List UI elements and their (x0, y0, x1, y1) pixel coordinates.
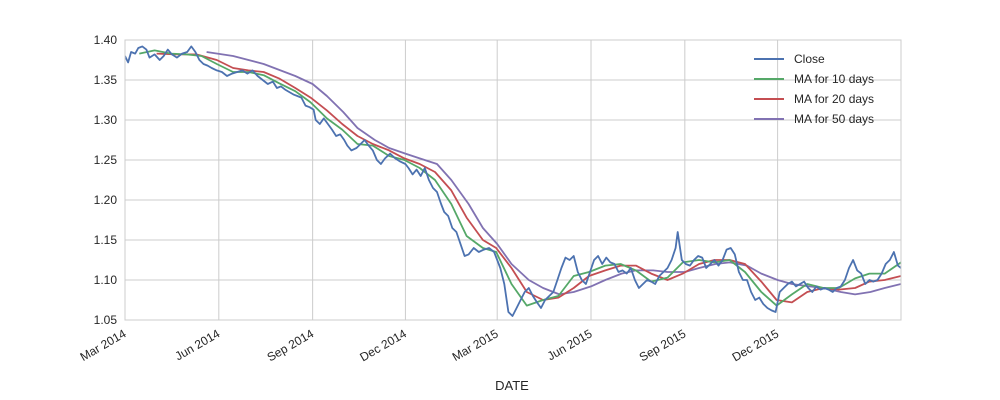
series-line-close (125, 45, 901, 317)
x-tick-label: Mar 2014 (78, 326, 129, 364)
x-tick-label: Jun 2015 (545, 326, 595, 363)
x-tick-label: Sep 2014 (265, 326, 317, 364)
y-tick-label: 1.25 (94, 153, 118, 167)
legend-label: MA for 50 days (794, 112, 874, 126)
series-line-ma-for-20-days (156, 52, 901, 304)
series-lines (125, 45, 901, 317)
x-tick-label: Dec 2015 (730, 326, 782, 364)
x-tick-label: Dec 2014 (357, 326, 409, 364)
y-tick-label: 1.30 (94, 113, 118, 127)
y-tick-label: 1.10 (94, 273, 118, 287)
x-tick-label: Sep 2015 (637, 326, 689, 364)
x-axis-title: DATE (495, 378, 529, 393)
x-tick-label: Mar 2015 (450, 326, 501, 364)
legend-label: MA for 10 days (794, 72, 874, 86)
grid-lines (124, 39, 901, 321)
legend: Close MA for 10 days MA for 20 days MA for … (754, 52, 874, 126)
y-tick-label: 1.20 (94, 193, 118, 207)
x-axis-ticks: Mar 2014 Jun 2014 Sep 2014 Dec 2014 Mar 2015… (78, 326, 782, 364)
y-axis-ticks: 1.05 1.10 1.15 1.20 1.25 1.30 1.35 1.40 (94, 33, 118, 327)
plot-area (125, 40, 901, 320)
x-tick-label: Jun 2014 (173, 326, 223, 363)
plot-frame (124, 39, 902, 321)
series-line-ma-for-10-days (139, 49, 901, 307)
legend-label: MA for 20 days (794, 92, 874, 106)
y-tick-label: 1.05 (94, 313, 118, 327)
y-tick-label: 1.15 (94, 233, 118, 247)
series-line-ma-for-50-days (206, 51, 901, 296)
y-tick-label: 1.40 (94, 33, 118, 47)
y-tick-label: 1.35 (94, 73, 118, 87)
legend-label: Close (794, 52, 825, 66)
